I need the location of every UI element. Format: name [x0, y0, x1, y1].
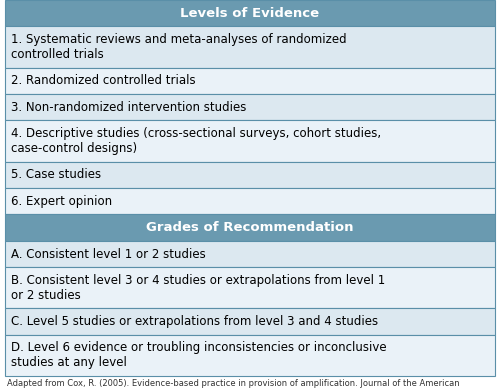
Bar — [5, 267, 495, 309]
Bar — [5, 309, 495, 335]
Bar — [5, 94, 495, 120]
Text: 2. Randomized controlled trials: 2. Randomized controlled trials — [11, 74, 196, 87]
Text: Adapted from Cox, R. (2005). Evidence-based practice in provision of amplificati: Adapted from Cox, R. (2005). Evidence-ba… — [7, 379, 460, 388]
Text: B. Consistent level 3 or 4 studies or extrapolations from level 1
or 2 studies: B. Consistent level 3 or 4 studies or ex… — [11, 274, 385, 302]
Text: Grades of Recommendation: Grades of Recommendation — [146, 221, 354, 234]
Text: 3. Non-randomized intervention studies: 3. Non-randomized intervention studies — [11, 101, 246, 114]
Bar — [5, 0, 495, 27]
Text: 5. Case studies: 5. Case studies — [11, 168, 101, 181]
Text: A. Consistent level 1 or 2 studies: A. Consistent level 1 or 2 studies — [11, 248, 206, 261]
Text: 4. Descriptive studies (cross-sectional surveys, cohort studies,
case-control de: 4. Descriptive studies (cross-sectional … — [11, 127, 381, 155]
Bar — [5, 120, 495, 162]
Text: C. Level 5 studies or extrapolations from level 3 and 4 studies: C. Level 5 studies or extrapolations fro… — [11, 315, 378, 328]
Text: 1. Systematic reviews and meta-analyses of randomized
controlled trials: 1. Systematic reviews and meta-analyses … — [11, 33, 346, 61]
Bar — [5, 27, 495, 67]
Bar — [5, 241, 495, 267]
Bar — [5, 188, 495, 214]
Text: 6. Expert opinion: 6. Expert opinion — [11, 195, 112, 208]
Text: D. Level 6 evidence or troubling inconsistencies or inconclusive
studies at any : D. Level 6 evidence or troubling inconsi… — [11, 341, 386, 370]
Bar — [5, 67, 495, 94]
Bar — [5, 335, 495, 376]
Text: Levels of Evidence: Levels of Evidence — [180, 7, 320, 20]
Bar — [5, 214, 495, 241]
Bar — [5, 162, 495, 188]
